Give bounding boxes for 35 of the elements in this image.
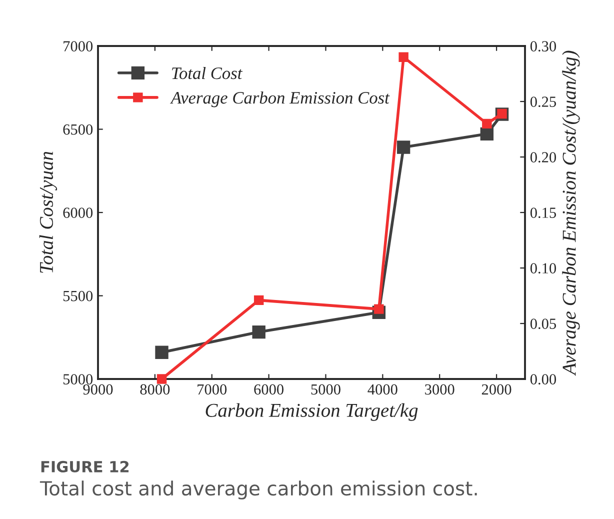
y2-tick-label: 0.00 [530,374,556,385]
point [482,118,492,129]
x-tick-label: 4000 [368,384,398,395]
y-tick-label: 5000 [63,374,93,384]
point [480,127,494,141]
x-tick-label: 9000 [83,384,113,395]
x-tick-label: 7000 [198,384,227,395]
y2-tick-label: 0.05 [530,318,556,330]
point [155,346,168,359]
caption: FIGURE 12 [41,460,129,472]
y-tick-label: 6500 [63,124,93,135]
x-axis-title: Carbon Emission Target/kg [206,403,418,421]
y2-tick-label: 0.30 [530,41,556,52]
y-axis-title: Total Cost/yuan [39,152,58,273]
y-tick-label: 5500 [63,290,93,302]
x-tick-label: 6000 [254,384,284,395]
y2-tick-label: 0.15 [530,208,556,218]
point [254,295,264,306]
y2-axis-title: Average Carbon Emission Cost/(yuan/kg) [562,50,580,376]
point [156,374,167,384]
point [252,325,266,339]
y-tick-label: 6000 [63,208,93,218]
y-tick-label: 7000 [64,41,93,52]
legend-label: Total Cost [172,66,243,80]
point [396,140,410,154]
x-tick-label: 5000 [311,384,340,395]
text: Total cost and average carbon emission cost. [40,480,477,500]
y2-tick-label: 0.25 [530,96,556,108]
point [398,52,408,62]
y2-tick-label: 0.10 [530,263,556,274]
y2-tick-label: 0.20 [530,152,556,163]
x-tick-label: 8000 [140,384,170,395]
x-tick-label: 3000 [425,384,454,395]
legend-label: Average Carbon Emission Cost [170,91,390,108]
x-tick-label: 2000 [482,384,512,395]
